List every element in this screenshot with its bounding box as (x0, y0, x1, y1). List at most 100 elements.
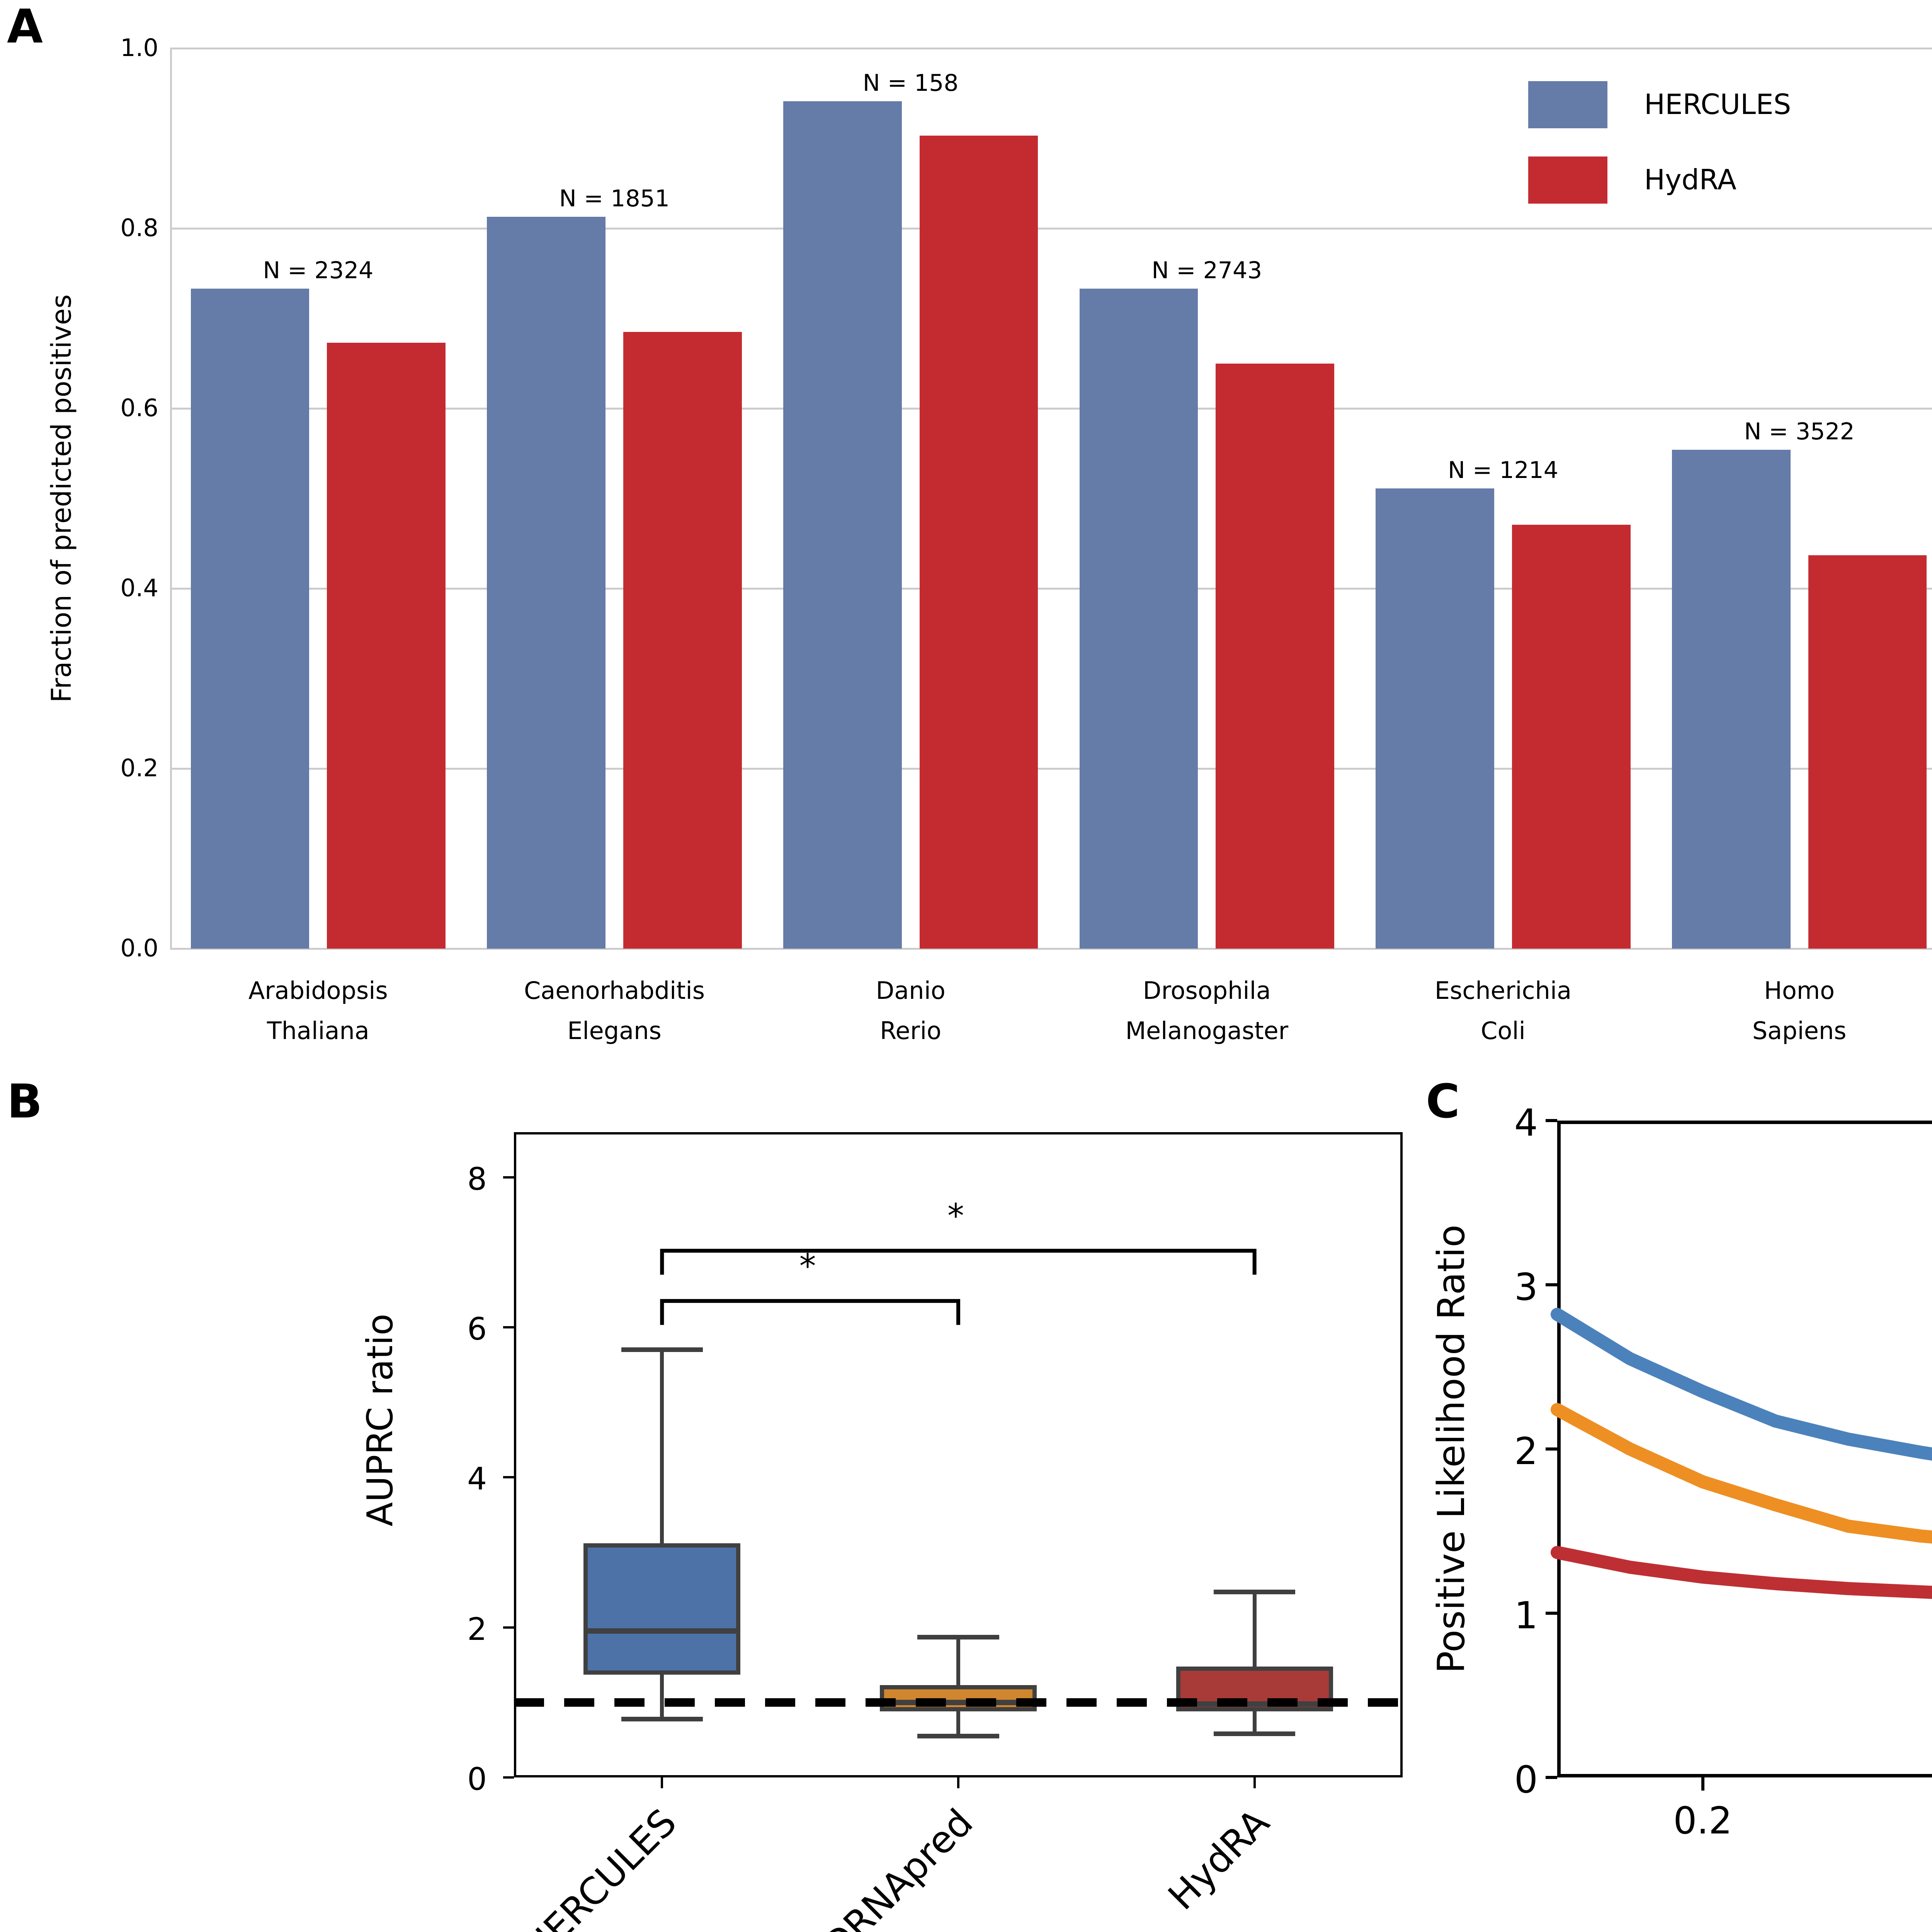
panelB-whisker-cap-upper (621, 1347, 703, 1352)
panelA-n-label: N = 3522 (1744, 418, 1855, 446)
panelB-xtick-label: HERCULES (515, 1801, 685, 1932)
panelB-whisker-cap-upper (1214, 1590, 1296, 1595)
panelB-ytick-mark (503, 1476, 514, 1479)
panelB-ytick: 4 (467, 1461, 487, 1497)
panelA-gridline (170, 588, 1932, 590)
panel-letter-b: B (7, 1075, 43, 1129)
panelB-ytick-mark (503, 1326, 514, 1328)
panelB-ytick: 8 (467, 1161, 487, 1197)
panelA-xtick-label: Danio (876, 976, 946, 1005)
panelC-ytick: 1 (1514, 1594, 1538, 1637)
panelC-ytick-mark (1546, 1119, 1557, 1122)
panelB-whisker-cap-lower (621, 1716, 703, 1721)
panelA-xtick-label: Mus (1882, 976, 1932, 1005)
panelB-xtick-mark (661, 1777, 663, 1788)
panelB-xtick-label: DRNApred (815, 1801, 981, 1932)
panel-letter-c: C (1426, 1075, 1460, 1129)
panelA-bar-hydra (1512, 524, 1631, 949)
panelC-ytick-mark (1546, 1776, 1557, 1779)
panelC-ytick-mark (1546, 1612, 1557, 1615)
panelA-n-label: N = 158 (862, 70, 959, 97)
panelC-ytick: 3 (1514, 1265, 1538, 1309)
panelB-ytick-mark (503, 1176, 514, 1179)
panelB-significance-star: * (799, 1247, 816, 1286)
panelC-xlabel: Sensitivity (TPR) (1557, 1851, 1932, 1898)
panelA-legend-label: HydRA (1644, 163, 1736, 196)
panelA-xtick-label: Escherichia (1434, 976, 1572, 1005)
panelB-ylabel: AUPRC ratio (359, 1313, 401, 1527)
panelA-xtick-label: Sapiens (1752, 1017, 1847, 1045)
panelA-xtick-label: Caenorhabditis (524, 976, 705, 1005)
panelB-xtick-mark (957, 1777, 959, 1788)
panelA-legend-label: HERCULES (1644, 88, 1791, 121)
panelB-ytick: 6 (467, 1311, 487, 1347)
panelA-ytick: 0.2 (120, 754, 158, 782)
panelB-whisker-cap-lower (1214, 1731, 1296, 1736)
panelA-xtick-label: Arabidopsis (248, 976, 388, 1005)
panelA-bar-hercules (783, 101, 902, 949)
panelA-ytick: 0.6 (120, 394, 158, 422)
panelB-xtick-mark (1253, 1777, 1256, 1788)
panelA-n-label: N = 1214 (1447, 457, 1558, 484)
panelA-xtick-label: Homo (1764, 976, 1835, 1005)
panelC-ylabel: Positive Likelihood Ratio (1430, 1225, 1473, 1673)
panelA-xtick-label: Rerio (880, 1017, 942, 1045)
panelB-box (583, 1543, 741, 1675)
panelA-bar-hydra (919, 136, 1038, 949)
panelA-ylabel: Fraction of predicted positives (46, 294, 77, 703)
panelA-xtick-label: Drosophila (1143, 976, 1271, 1005)
panelA-gridline (170, 948, 1932, 950)
panelA-bar-hydra (327, 342, 446, 949)
panelB-whisker-lower (660, 1674, 664, 1719)
panelA-gridline (170, 408, 1932, 410)
panelA-xtick-label: Elegans (567, 1017, 662, 1045)
panelA-bar-hydra (1808, 555, 1927, 949)
panelC-ytick: 4 (1514, 1101, 1538, 1145)
panelA-bar-hercules (487, 216, 605, 949)
panelC-ytick: 2 (1514, 1430, 1538, 1473)
panelB-ytick: 0 (467, 1761, 487, 1797)
panelA-ytick: 0.4 (120, 574, 158, 602)
panelB-median-line (583, 1628, 741, 1634)
panelA-bar-hydra (623, 332, 742, 949)
panelB-reference-line (514, 1698, 1403, 1707)
panelB-ytick-mark (503, 1776, 514, 1779)
panelB-whisker-cap-lower (917, 1734, 999, 1739)
panelA-bar-hercules (1672, 450, 1791, 949)
panelB-whisker-upper (660, 1350, 664, 1544)
panelA-legend-swatch (1528, 81, 1607, 128)
panelA-bar-hercules (1079, 289, 1198, 949)
panelB-whisker-lower (956, 1711, 960, 1736)
panelA-xtick-label: Thaliana (267, 1017, 369, 1045)
panelB-whisker-cap-upper (917, 1634, 999, 1639)
panelB-whisker-upper (956, 1637, 960, 1685)
panelA-n-label: N = 2324 (263, 257, 374, 284)
panelB-significance-star: * (947, 1196, 964, 1235)
panelA-ytick: 0.0 (120, 934, 158, 962)
panelC-ytick-mark (1546, 1283, 1557, 1286)
panelA-bar-hydra (1216, 363, 1334, 949)
panelA-xtick-label: Musculus (1882, 1017, 1932, 1045)
panelA-gridline (170, 48, 1932, 49)
panelB-xtick-label: HydRA (1160, 1801, 1277, 1918)
panelB-ytick: 2 (467, 1611, 487, 1647)
panelA-gridline (170, 228, 1932, 230)
panelA-ytick: 1.0 (120, 34, 158, 62)
panelC-ytick: 0 (1514, 1758, 1538, 1801)
panelC-xtick: 0.2 (1673, 1799, 1732, 1842)
panelA-xtick-label: Melanogaster (1125, 1017, 1289, 1045)
panelB-whisker-lower (1252, 1711, 1257, 1734)
panelA-plot-area (170, 48, 1932, 949)
panelA-bar-hercules (1376, 488, 1494, 949)
panelB-whisker-upper (1252, 1592, 1257, 1667)
panel-letter-a: A (7, 0, 43, 54)
panelA-ytick: 0.8 (120, 214, 158, 242)
panelA-bar-hercules (190, 289, 310, 949)
panelA-n-label: N = 2743 (1151, 257, 1262, 284)
panelA-left-spine (170, 48, 172, 949)
panelC-plot-area (1557, 1121, 1932, 1777)
panelA-gridline (170, 768, 1932, 770)
panelA-legend-swatch (1528, 156, 1607, 204)
panelA-n-label: N = 1851 (559, 185, 670, 212)
